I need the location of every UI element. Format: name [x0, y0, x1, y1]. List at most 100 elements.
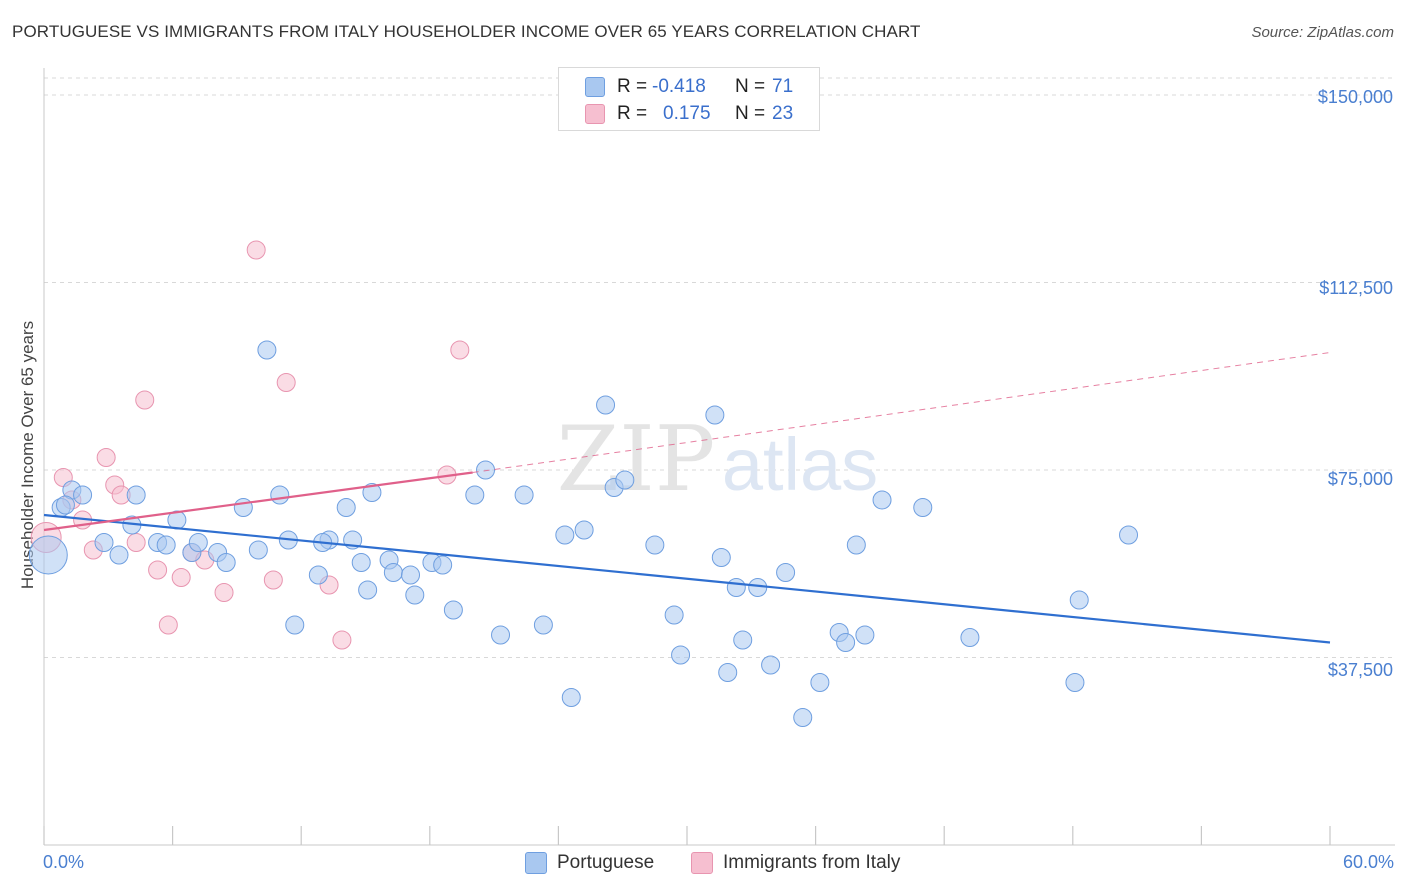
trend-line-italy-projection: [472, 352, 1331, 473]
data-point-italy: [158, 615, 178, 635]
r-value-portuguese: -0.418: [652, 76, 706, 97]
data-point-portuguese: [476, 460, 496, 480]
y-tick-label: $75,000: [1327, 469, 1393, 489]
data-point-portuguese: [748, 578, 768, 597]
data-point-portuguese: [248, 540, 268, 560]
x-tick-label-min: 0.0%: [43, 852, 85, 872]
data-point-italy: [246, 240, 266, 260]
trend-lines: [43, 352, 1331, 644]
data-point-portuguese: [711, 548, 731, 567]
data-point-italy: [263, 570, 283, 590]
axes: [43, 68, 1395, 846]
data-point-italy: [332, 630, 352, 650]
data-point-portuguese: [28, 535, 68, 575]
data-point-portuguese: [401, 565, 421, 585]
data-point-portuguese: [596, 395, 616, 415]
data-point-portuguese: [664, 605, 684, 625]
data-point-portuguese: [270, 485, 290, 505]
n-value-italy: 23: [772, 103, 794, 124]
data-point-portuguese: [433, 555, 453, 575]
data-point-portuguese: [188, 533, 208, 552]
data-point-portuguese: [761, 655, 781, 675]
data-point-portuguese: [960, 628, 980, 647]
chart-title: PORTUGUESE VS IMMIGRANTS FROM ITALY HOUS…: [12, 22, 921, 41]
portuguese-swatch: [585, 77, 605, 97]
n-label: N =: [735, 103, 766, 124]
data-point-portuguese: [733, 630, 753, 650]
data-point-portuguese: [73, 485, 93, 505]
data-point-portuguese: [726, 578, 746, 597]
data-point-portuguese: [855, 625, 875, 645]
data-point-portuguese: [555, 525, 575, 545]
data-point-portuguese: [405, 585, 425, 605]
series-italy-points: [30, 240, 470, 650]
legend-item-portuguese: Portuguese: [525, 852, 654, 874]
y-tick-label: $112,500: [1319, 278, 1393, 298]
data-point-portuguese: [491, 625, 511, 645]
correlation-stats-box: R = -0.418 N = 71 R = 0.175 N = 23: [558, 67, 820, 131]
data-point-portuguese: [233, 498, 253, 517]
gridlines: [44, 77, 1395, 658]
legend-label-italy: Immigrants from Italy: [723, 852, 901, 873]
data-point-portuguese: [514, 485, 534, 505]
data-point-portuguese: [615, 470, 635, 490]
data-point-italy: [126, 533, 146, 552]
data-point-portuguese: [358, 580, 378, 600]
chart-legend: Portuguese Immigrants from Italy: [0, 852, 1406, 878]
x-tick-label-max: 60.0%: [1342, 852, 1394, 872]
data-point-portuguese: [574, 520, 594, 540]
watermark-atlas: atlas: [722, 423, 878, 506]
y-tick-label: $150,000: [1317, 87, 1393, 107]
data-point-italy: [276, 373, 296, 392]
series-portuguese-points: [28, 340, 1139, 727]
data-point-italy: [214, 583, 234, 602]
r-label: R =: [617, 76, 648, 97]
watermark: ZIP atlas: [557, 407, 878, 512]
data-point-portuguese: [533, 615, 553, 635]
n-value-portuguese: 71: [772, 76, 794, 97]
trend-line-portuguese: [43, 513, 1331, 644]
legend-swatch-italy: [691, 852, 713, 874]
data-point-portuguese: [1119, 525, 1139, 545]
legend-swatch-portuguese: [525, 852, 547, 874]
data-point-portuguese: [351, 553, 371, 572]
data-point-italy: [148, 560, 168, 580]
data-point-italy: [96, 448, 116, 467]
data-point-portuguese: [671, 645, 691, 665]
data-point-portuguese: [156, 535, 176, 555]
source-credit: Source: ZipAtlas.com: [1251, 24, 1394, 41]
data-point-portuguese: [443, 600, 463, 620]
legend-item-italy: Immigrants from Italy: [691, 852, 900, 874]
data-point-portuguese: [216, 553, 236, 572]
data-point-portuguese: [383, 563, 403, 582]
data-point-portuguese: [308, 565, 328, 585]
data-point-portuguese: [126, 485, 146, 505]
data-point-portuguese: [913, 498, 933, 517]
data-point-italy: [135, 390, 155, 410]
data-point-portuguese: [285, 615, 305, 635]
watermark-zip: ZIP: [557, 407, 716, 512]
r-value-italy: 0.175: [663, 103, 711, 124]
data-point-portuguese: [465, 485, 485, 505]
data-point-portuguese: [55, 495, 75, 515]
data-point-portuguese: [846, 535, 866, 555]
data-point-portuguese: [645, 535, 665, 555]
y-tick-label: $37,500: [1327, 660, 1393, 680]
italy-swatch: [585, 104, 605, 124]
trend-line-italy: [43, 471, 473, 532]
data-point-portuguese: [109, 545, 129, 565]
data-point-portuguese: [718, 663, 738, 682]
data-point-italy: [171, 568, 191, 587]
data-point-portuguese: [1065, 673, 1085, 692]
data-point-portuguese: [705, 405, 725, 425]
data-point-portuguese: [836, 633, 856, 652]
data-point-portuguese: [810, 673, 830, 692]
data-point-portuguese: [793, 708, 813, 727]
data-point-portuguese: [1069, 590, 1089, 610]
data-point-portuguese: [776, 563, 796, 582]
data-point-portuguese: [872, 490, 892, 510]
data-point-portuguese: [561, 688, 581, 707]
data-point-italy: [450, 340, 470, 360]
data-point-portuguese: [257, 340, 277, 360]
